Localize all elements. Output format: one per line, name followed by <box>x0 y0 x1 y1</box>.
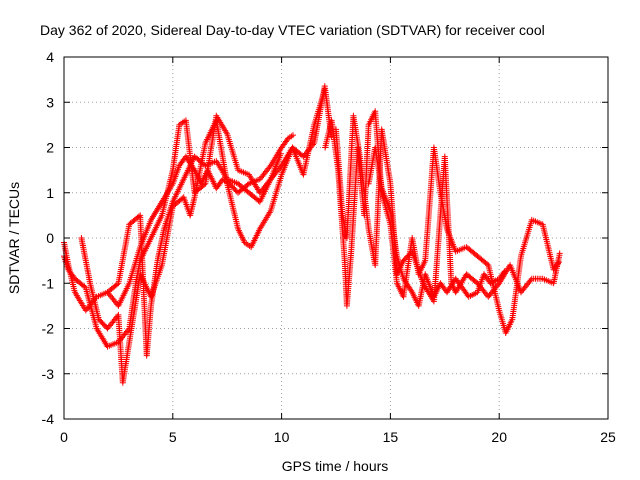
x-tick-label: 5 <box>169 429 177 445</box>
data-point <box>244 181 251 188</box>
y-tick-label: 4 <box>46 49 54 65</box>
data-point <box>277 150 284 157</box>
grid <box>64 57 608 419</box>
data-point <box>556 250 563 257</box>
chart-title: Day 362 of 2020, Sidereal Day-to-day VTE… <box>40 22 545 38</box>
axis-ticks: 0 5 10 15 20 25 -4 -3 -2 -1 0 1 2 3 4 <box>42 49 616 445</box>
data-point <box>501 268 508 275</box>
x-tick-label: 20 <box>491 429 507 445</box>
series-track-7 <box>365 144 508 309</box>
y-tick-label: -1 <box>42 275 55 291</box>
y-tick-label: 3 <box>46 94 54 110</box>
data-points <box>61 83 563 386</box>
y-tick-label: 0 <box>46 230 54 246</box>
x-tick-label: 25 <box>600 429 616 445</box>
x-axis-label: GPS time / hours <box>282 458 389 474</box>
y-tick-label: -4 <box>42 411 55 427</box>
y-tick-label: 2 <box>46 140 54 156</box>
y-tick-label: 1 <box>46 185 54 201</box>
y-tick-label: -3 <box>42 366 55 382</box>
y-tick-label: -2 <box>42 321 55 337</box>
x-tick-label: 0 <box>60 429 68 445</box>
y-axis-label: SDTVAR / TECUs <box>6 182 22 294</box>
x-tick-label: 10 <box>274 429 290 445</box>
data-point <box>114 281 120 288</box>
x-tick-label: 15 <box>383 429 399 445</box>
series-track-4 <box>104 85 335 359</box>
data-point <box>290 132 296 139</box>
